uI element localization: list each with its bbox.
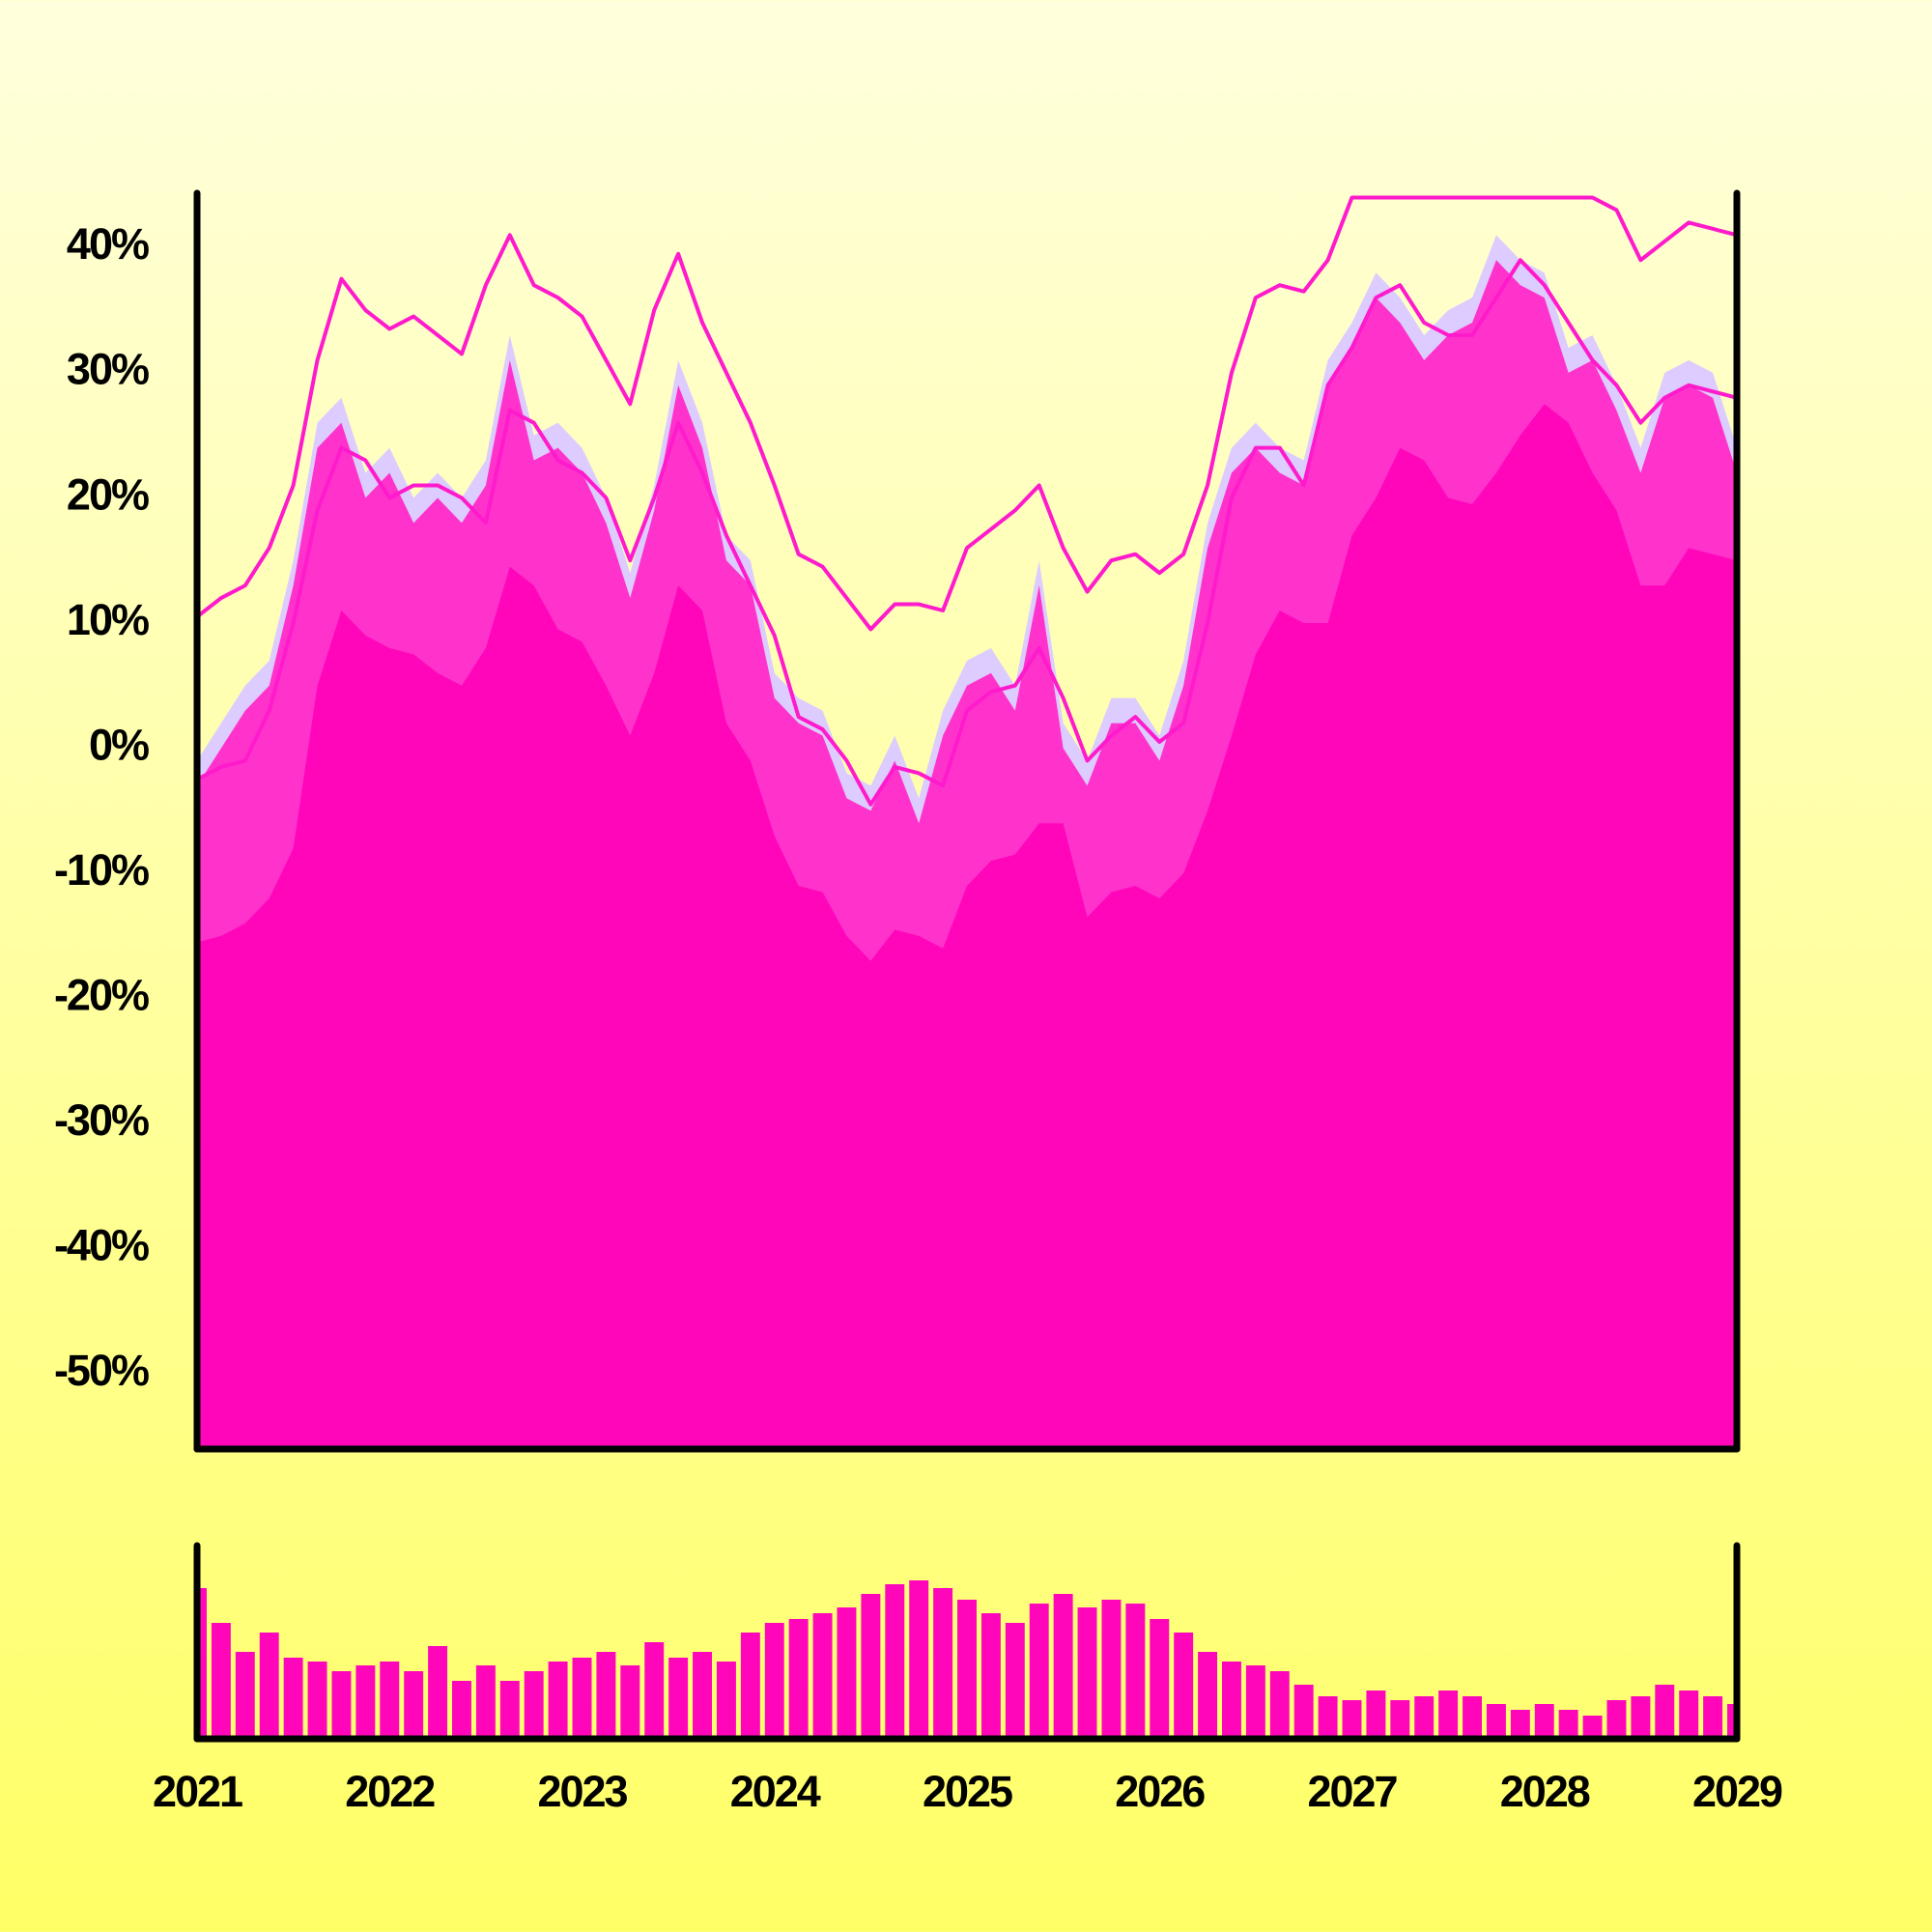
- y-tick-label: -10%: [54, 845, 149, 895]
- volume-bar: [693, 1652, 712, 1739]
- x-tick-label: 2027: [1307, 1767, 1397, 1816]
- volume-bar: [668, 1658, 689, 1739]
- line: [196, 258, 1738, 807]
- y-tick-label: 20%: [67, 469, 149, 519]
- volume-bar: [596, 1652, 616, 1739]
- volume-bar: [404, 1671, 424, 1739]
- volume-bar: [1534, 1704, 1554, 1739]
- volume-bar: [1606, 1700, 1627, 1739]
- volume-bar: [548, 1662, 568, 1739]
- volume-bar: [331, 1671, 352, 1739]
- volume-bar: [197, 1588, 207, 1739]
- y-tick-label: 30%: [67, 345, 149, 394]
- volume-bar: [716, 1662, 736, 1739]
- volume-bar: [1366, 1690, 1386, 1739]
- volume-bar: [1150, 1619, 1170, 1739]
- volume-bar: [1631, 1696, 1651, 1739]
- x-tick-label: 2024: [730, 1767, 821, 1816]
- volume-bar: [1582, 1716, 1603, 1739]
- volume-bar: [885, 1584, 905, 1739]
- volume-bar: [211, 1623, 231, 1739]
- volume-bar: [861, 1594, 881, 1739]
- x-tick-label: 2028: [1500, 1767, 1590, 1816]
- volume-bar: [620, 1665, 640, 1739]
- volume-bar: [1029, 1604, 1049, 1739]
- volume-bar: [933, 1588, 953, 1739]
- volume-bar: [1077, 1607, 1097, 1739]
- x-tick-label: 2026: [1115, 1767, 1205, 1816]
- x-tick-label: 2029: [1692, 1767, 1782, 1816]
- volume-bar: [235, 1652, 255, 1739]
- volume-bar: [283, 1658, 303, 1739]
- volume-bar: [1486, 1704, 1506, 1739]
- x-tick-label: 2025: [923, 1767, 1012, 1816]
- volume-bar: [909, 1580, 929, 1739]
- volume-bar: [1558, 1710, 1578, 1739]
- volume-bar: [1222, 1662, 1241, 1739]
- volume-bar: [957, 1600, 977, 1739]
- volume-bar: [1390, 1700, 1410, 1739]
- y-tick-label: 10%: [67, 595, 149, 644]
- y-tick-label: -20%: [54, 971, 149, 1020]
- volume-bar: [380, 1662, 400, 1739]
- volume-bar: [812, 1613, 833, 1739]
- volume-bar: [1053, 1594, 1073, 1739]
- y-tick-label: -50%: [54, 1346, 149, 1395]
- volume-bar: [1174, 1633, 1194, 1739]
- volume-bar: [980, 1613, 1001, 1739]
- main-plot: [195, 195, 1738, 1450]
- volume-bar: [1245, 1665, 1265, 1739]
- volume-bar: [1414, 1696, 1435, 1739]
- y-tick-label: 0%: [89, 720, 149, 769]
- y-tick-label: -30%: [54, 1095, 149, 1145]
- volume-bar: [1198, 1652, 1218, 1739]
- volume-bar: [1293, 1685, 1314, 1739]
- x-tick-label: 2021: [153, 1767, 242, 1816]
- volume-bar: [1318, 1696, 1338, 1739]
- volume-bar: [1342, 1700, 1362, 1739]
- volume-bar: [499, 1681, 520, 1739]
- volume-bar: [788, 1619, 809, 1739]
- volume-bar: [1655, 1685, 1675, 1739]
- y-tick-label: 40%: [67, 219, 149, 269]
- volume-bar: [1463, 1696, 1482, 1739]
- volume-bar: [740, 1633, 760, 1739]
- volume-bar: [475, 1665, 496, 1739]
- volume-bar: [307, 1662, 327, 1739]
- volume-bar: [572, 1658, 592, 1739]
- volume-bar: [355, 1665, 376, 1739]
- volume-bar: [644, 1642, 665, 1739]
- volume-bar: [428, 1646, 448, 1739]
- volume-bar: [259, 1633, 279, 1739]
- line: [195, 195, 1738, 632]
- volume-plot: [197, 1580, 1737, 1739]
- volume-bar: [1269, 1671, 1290, 1739]
- y-tick-label: -40%: [54, 1221, 149, 1270]
- volume-bar: [452, 1681, 471, 1739]
- volume-bar: [524, 1671, 544, 1739]
- volume-bar: [1703, 1696, 1723, 1739]
- x-tick-label: 2022: [345, 1767, 435, 1816]
- x-tick-label: 2023: [537, 1767, 627, 1816]
- volume-bar: [1005, 1623, 1025, 1739]
- volume-bar: [1727, 1704, 1737, 1739]
- volume-bar: [837, 1607, 857, 1739]
- area: [197, 404, 1737, 1450]
- volume-bar: [1125, 1604, 1146, 1739]
- volume-bar: [1438, 1690, 1459, 1739]
- volume-bar: [764, 1623, 784, 1739]
- volume-bar: [1101, 1600, 1122, 1739]
- volume-bar: [1679, 1690, 1699, 1739]
- volume-bar: [1510, 1710, 1530, 1739]
